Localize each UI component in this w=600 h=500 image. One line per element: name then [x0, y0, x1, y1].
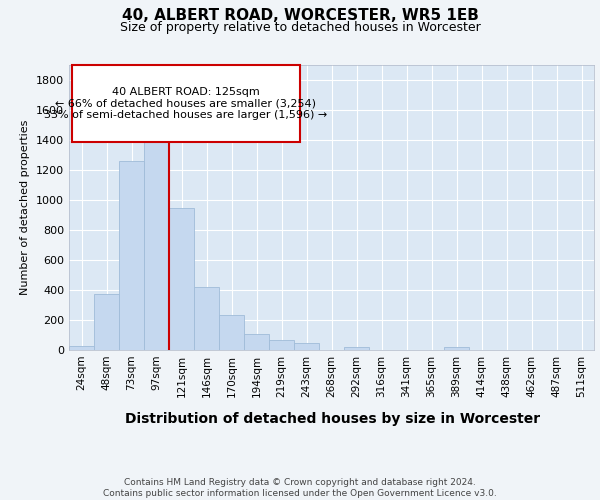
Y-axis label: Number of detached properties: Number of detached properties [20, 120, 31, 295]
Text: 40 ALBERT ROAD: 125sqm
← 66% of detached houses are smaller (3,254)
33% of semi-: 40 ALBERT ROAD: 125sqm ← 66% of detached… [44, 87, 328, 120]
Text: Size of property relative to detached houses in Worcester: Size of property relative to detached ho… [119, 21, 481, 34]
Bar [119, 161, 144, 350]
Bar [94, 294, 119, 350]
Text: 40, ALBERT ROAD, WORCESTER, WR5 1EB: 40, ALBERT ROAD, WORCESTER, WR5 1EB [122, 8, 478, 22]
Bar [144, 140, 169, 350]
Bar [69, 346, 94, 350]
Bar [244, 334, 269, 350]
FancyBboxPatch shape [71, 65, 300, 142]
Bar [169, 208, 194, 350]
Bar [344, 347, 369, 350]
Bar [444, 347, 469, 350]
Text: Distribution of detached houses by size in Worcester: Distribution of detached houses by size … [125, 412, 541, 426]
Bar [269, 340, 294, 350]
Text: Contains HM Land Registry data © Crown copyright and database right 2024.
Contai: Contains HM Land Registry data © Crown c… [103, 478, 497, 498]
Bar [294, 342, 319, 350]
Bar [219, 315, 244, 350]
Bar [194, 287, 219, 350]
